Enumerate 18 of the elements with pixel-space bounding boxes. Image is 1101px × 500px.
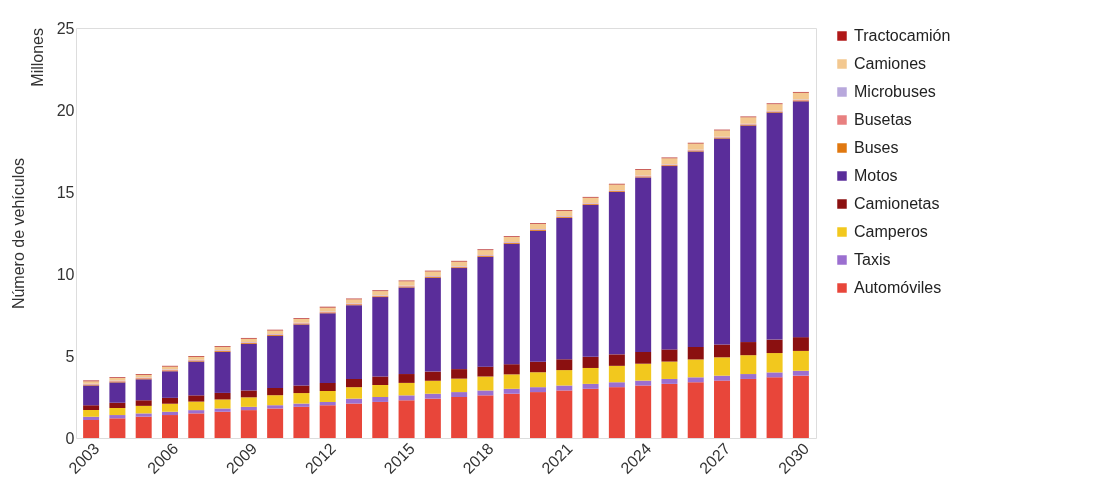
y-tick-label: 20 (56, 101, 75, 119)
legend-label: Motos (854, 167, 898, 184)
legend-label: Microbuses (854, 83, 936, 100)
legend-label: Buses (854, 139, 899, 156)
legend-label: Camperos (854, 223, 928, 240)
legend-label: Tractocamión (854, 27, 951, 44)
y-tick-label: 0 (65, 429, 75, 447)
y-tick-label: 15 (56, 183, 75, 201)
legend-label: Camionetas (854, 195, 940, 212)
y-tick-label: 10 (56, 265, 75, 283)
y-tick-label: 25 (56, 19, 75, 37)
legend-label: Camiones (854, 55, 927, 72)
legend-label: Busetas (854, 111, 912, 128)
y-axis-title: Número de vehículos (9, 157, 27, 310)
legend-label: Taxis (854, 251, 891, 268)
text: Millones (29, 28, 46, 87)
legend-label: Automóviles (854, 279, 942, 296)
y-tick-label: 5 (65, 347, 75, 365)
